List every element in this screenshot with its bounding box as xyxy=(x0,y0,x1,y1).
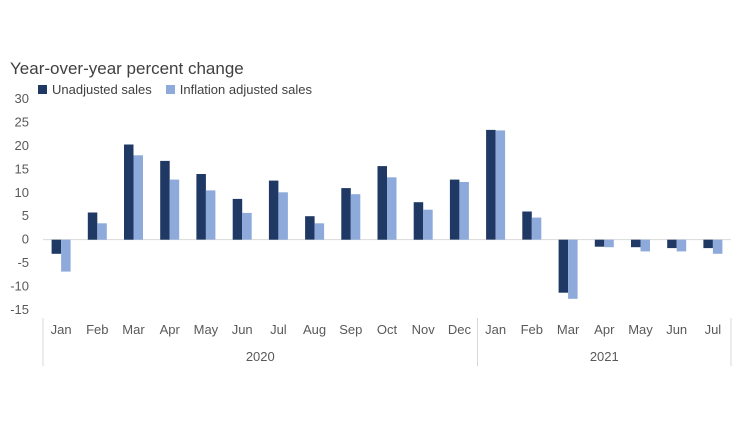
y-tick-label: 15 xyxy=(15,161,29,176)
x-tick-label: Feb xyxy=(521,322,543,337)
bar-inflation-adjusted xyxy=(423,209,433,240)
bar-inflation-adjusted xyxy=(133,155,143,240)
bar-unadjusted xyxy=(486,129,496,240)
x-tick-label: Jul xyxy=(270,322,287,337)
legend-label-inflation-adjusted: Inflation adjusted sales xyxy=(179,82,312,97)
bar-unadjusted xyxy=(449,179,460,240)
x-tick-label: Jan xyxy=(485,322,506,337)
bar-inflation-adjusted xyxy=(387,177,397,240)
x-tick-label: Jun xyxy=(666,322,687,337)
bar-inflation-adjusted xyxy=(278,192,288,240)
y-tick-label: 25 xyxy=(15,114,29,129)
x-tick-label: Dec xyxy=(448,322,472,337)
legend-item-unadjusted: Unadjusted sales xyxy=(38,82,152,97)
x-tick-label: Aug xyxy=(303,322,326,337)
y-tick-label: 30 xyxy=(15,91,29,106)
bar-unadjusted xyxy=(232,198,243,240)
bar-inflation-adjusted xyxy=(242,212,252,240)
bar-inflation-adjusted xyxy=(350,194,361,240)
y-tick-label: 10 xyxy=(15,185,29,200)
bar-inflation-adjusted xyxy=(459,182,469,240)
x-tick-label: Jun xyxy=(232,322,253,337)
x-group-label: 2020 xyxy=(246,349,275,364)
bar-unadjusted xyxy=(87,212,98,240)
bar-inflation-adjusted xyxy=(568,239,578,299)
x-tick-label: Feb xyxy=(86,322,108,337)
y-tick-label: -5 xyxy=(17,255,29,270)
x-tick-label: Mar xyxy=(557,322,580,337)
y-tick-label: 0 xyxy=(22,232,29,247)
x-tick-label: Jul xyxy=(705,322,722,337)
bar-unadjusted xyxy=(522,211,532,240)
bar-unadjusted xyxy=(160,160,170,240)
x-tick-label: Nov xyxy=(412,322,436,337)
bar-inflation-adjusted xyxy=(61,239,71,272)
y-tick-label: -15 xyxy=(10,302,29,317)
bar-unadjusted xyxy=(667,239,677,249)
legend: Unadjusted sales Inflation adjusted sale… xyxy=(38,82,312,97)
bar-unadjusted xyxy=(124,144,134,240)
bar-unadjusted xyxy=(413,202,424,240)
y-axis-title: Year-over-year percent change xyxy=(10,59,244,78)
x-tick-label: Jan xyxy=(51,322,72,337)
y-tick-label: -10 xyxy=(10,279,29,294)
bar-unadjusted xyxy=(305,216,315,240)
bar-inflation-adjusted xyxy=(205,190,216,240)
x-group-label: 2021 xyxy=(590,349,619,364)
y-tick-label: 20 xyxy=(15,138,29,153)
x-tick-label: May xyxy=(628,322,653,337)
bar-unadjusted xyxy=(631,239,641,248)
bar-inflation-adjusted xyxy=(604,239,614,248)
x-tick-label: Apr xyxy=(160,322,181,337)
legend-swatch-inflation-adjusted xyxy=(165,85,175,94)
bar-unadjusted xyxy=(196,174,206,240)
bar-inflation-adjusted xyxy=(97,223,107,240)
bar-unadjusted xyxy=(594,239,605,247)
bar-inflation-adjusted xyxy=(169,179,180,240)
bar-unadjusted xyxy=(703,239,713,249)
bar-inflation-adjusted xyxy=(495,130,506,240)
y-tick-label: 5 xyxy=(22,208,29,223)
x-tick-label: Apr xyxy=(594,322,615,337)
legend-swatch-unadjusted xyxy=(38,85,47,94)
legend-item-inflation-adjusted: Inflation adjusted sales xyxy=(165,82,312,97)
bar-inflation-adjusted xyxy=(676,239,687,252)
x-tick-label: May xyxy=(194,322,219,337)
bar-inflation-adjusted xyxy=(531,217,542,240)
bar-inflation-adjusted xyxy=(314,223,325,240)
bar-unadjusted xyxy=(341,188,351,240)
bar-unadjusted xyxy=(268,180,279,240)
legend-label-unadjusted: Unadjusted sales xyxy=(52,82,152,97)
x-tick-label: Sep xyxy=(339,322,362,337)
x-tick-label: Mar xyxy=(122,322,145,337)
bar-inflation-adjusted xyxy=(712,239,723,254)
bar-unadjusted xyxy=(558,239,569,293)
bar-unadjusted xyxy=(51,239,62,254)
bar-inflation-adjusted xyxy=(640,239,650,252)
x-tick-label: Oct xyxy=(377,322,398,337)
bar-unadjusted xyxy=(377,166,387,240)
